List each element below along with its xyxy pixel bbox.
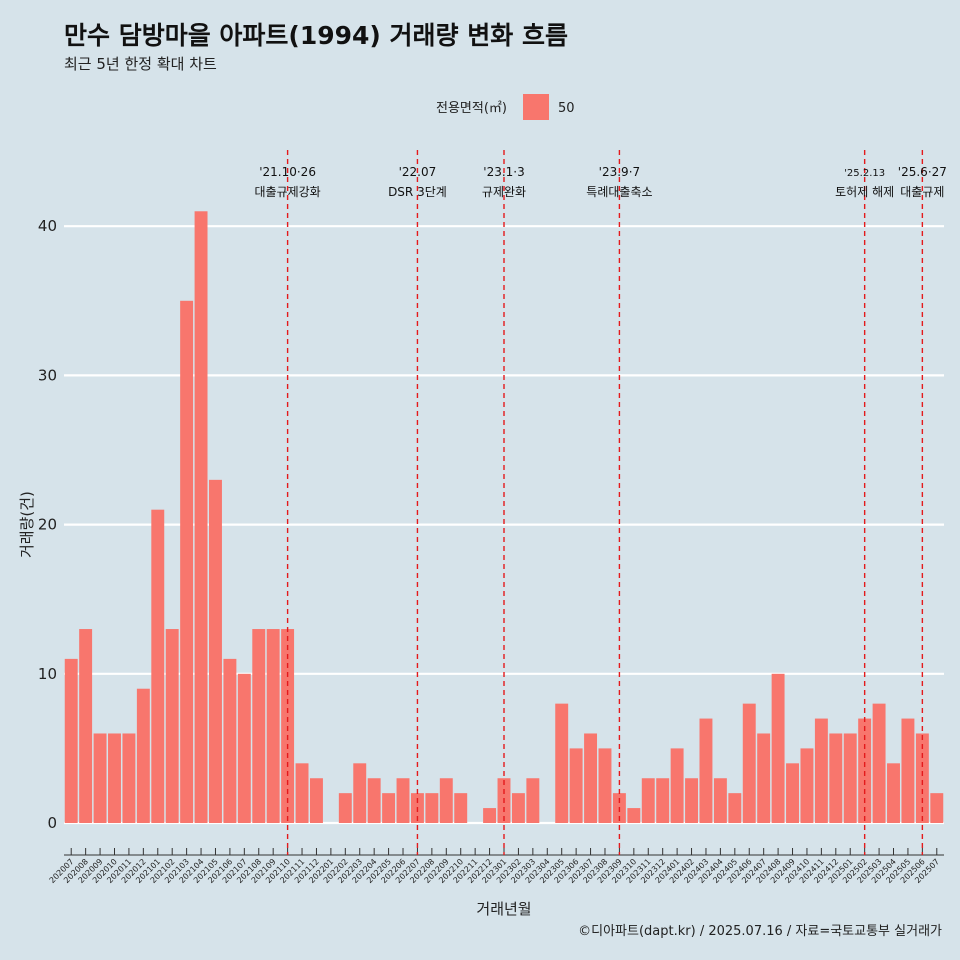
bar-202112	[309, 778, 323, 823]
x-axis: 2020072020082020092020102020112020122021…	[48, 848, 944, 885]
bar-202403	[699, 718, 713, 823]
annotation-date: '21.10·26	[259, 165, 316, 179]
y-tick-label: 20	[38, 516, 57, 534]
bar-202210	[454, 793, 468, 823]
y-axis-label: 거래량(건)	[18, 491, 36, 558]
bar-202202	[338, 793, 352, 823]
bar-202409	[786, 763, 799, 823]
bar-202010	[108, 733, 121, 823]
bar-202404	[713, 778, 727, 823]
bar-202505	[901, 718, 915, 823]
bar-202209	[439, 778, 453, 823]
bar-202102	[165, 629, 179, 823]
y-axis-ticks: 0 10 20 30 40	[38, 217, 57, 832]
legend: 전용면적(㎡) 50	[436, 94, 575, 120]
bar-202104	[194, 211, 208, 823]
bar-202206	[396, 778, 410, 823]
bar-202305	[555, 703, 569, 823]
bar-202501	[843, 733, 857, 823]
bar-202203	[353, 763, 367, 823]
bar-202411	[814, 718, 828, 823]
bar-202308	[598, 748, 612, 823]
bar-202412	[829, 733, 843, 823]
bar-202504	[887, 763, 900, 823]
annotation-label: 대출규제강화	[254, 185, 320, 199]
annotation-date: '25.6·27	[898, 165, 947, 179]
bar-202310	[627, 808, 641, 823]
bars	[64, 211, 944, 823]
bar-202410	[800, 748, 814, 823]
bar-202506	[915, 733, 929, 823]
bar-202408	[771, 673, 785, 823]
bar-202205	[382, 793, 396, 823]
bar-202311	[641, 778, 655, 823]
caption: ©디아파트(dapt.kr) / 2025.07.16 / 자료=국토교통부 실…	[578, 924, 942, 939]
bar-202008	[79, 629, 93, 823]
bar-202204	[367, 778, 381, 823]
bar-202212	[483, 808, 497, 823]
bar-202502	[858, 718, 872, 823]
y-tick-label: 40	[38, 217, 57, 235]
chart-subtitle: 최근 5년 한정 확대 차트	[64, 55, 217, 73]
bar-202105	[209, 479, 222, 823]
y-tick-label: 10	[38, 665, 57, 683]
bar-202401	[670, 748, 684, 823]
annotation-date: '22.07	[399, 165, 437, 179]
bar-202103	[180, 300, 194, 823]
annotations: '21.10·26 대출규제강화 '22.07 DSR 3단계 '23.1·3 규제완화 '…	[254, 150, 947, 855]
legend-label: 50	[558, 101, 575, 116]
bar-202312	[656, 778, 670, 823]
bar-202307	[584, 733, 598, 823]
bar-202503	[872, 703, 886, 823]
bar-202405	[728, 793, 742, 823]
chart-title: 만수 담방마을 아파트(1994) 거래량 변화 흐름	[64, 21, 568, 50]
x-axis-label: 거래년월	[476, 900, 531, 918]
bar-202303	[526, 778, 540, 823]
bar-202108	[252, 629, 266, 823]
annotation-date: '23.9·7	[599, 165, 640, 179]
bar-202106	[223, 658, 237, 823]
legend-swatch	[523, 94, 549, 120]
bar-202109	[266, 629, 280, 823]
bar-202507	[930, 793, 944, 823]
y-tick-label: 0	[47, 814, 57, 832]
annotation-label: 대출규제	[900, 185, 944, 199]
bar-202407	[757, 733, 771, 823]
annotation-date: '25.2.13	[844, 168, 885, 179]
bar-202009	[93, 733, 107, 823]
annotation-label: DSR 3단계	[388, 185, 447, 199]
legend-title: 전용면적(㎡)	[436, 101, 507, 116]
bar-202107	[237, 673, 251, 823]
annotation-label: 토허제 해제	[835, 185, 894, 199]
bar-202011	[122, 733, 136, 823]
bar-202111	[295, 763, 309, 823]
bar-202208	[425, 793, 439, 823]
bar-202406	[742, 703, 756, 823]
bar-202007	[64, 658, 78, 823]
bar-202101	[151, 509, 165, 823]
annotation-label: 특례대출축소	[586, 185, 652, 199]
annotation-label: 규제완화	[482, 185, 526, 199]
y-tick-label: 30	[38, 366, 57, 384]
annotation-date: '23.1·3	[483, 165, 524, 179]
bar-202012	[136, 688, 150, 823]
bar-202302	[511, 793, 525, 823]
bar-202306	[569, 748, 583, 823]
bar-202402	[685, 778, 699, 823]
